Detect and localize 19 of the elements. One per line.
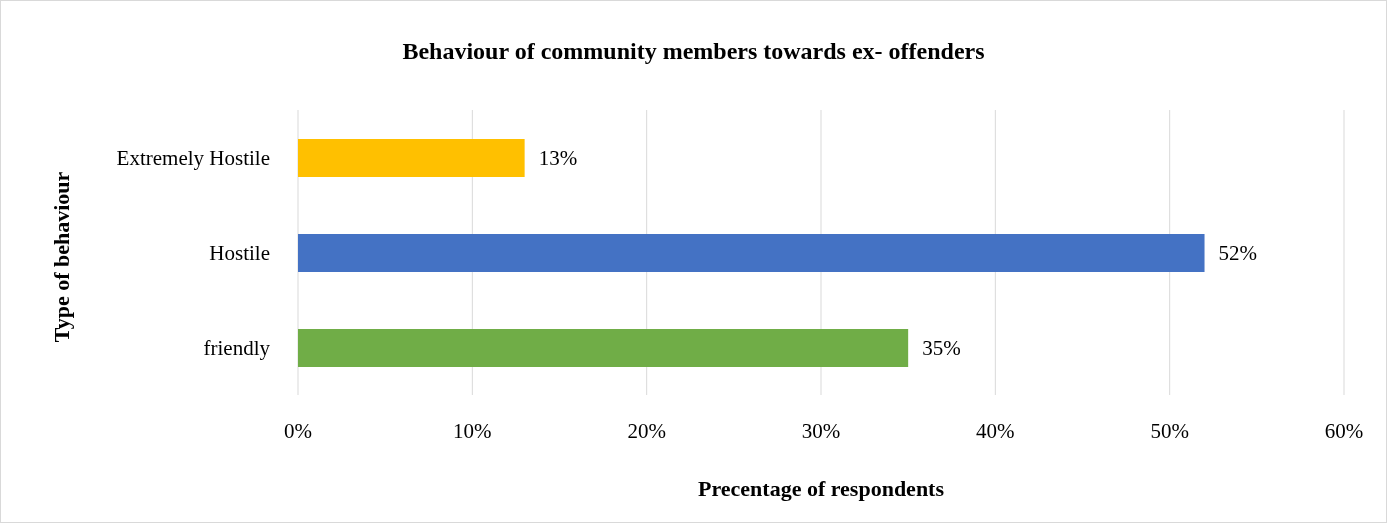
- y-tick-label: Hostile: [209, 240, 270, 265]
- x-tick-label: 40%: [976, 418, 1015, 443]
- x-tick-label: 10%: [453, 418, 492, 443]
- data-label: 35%: [922, 336, 961, 361]
- bar: [298, 139, 525, 177]
- x-tick-label: 60%: [1324, 418, 1364, 443]
- x-tick-label: 50%: [1150, 418, 1189, 443]
- bar: [298, 234, 1205, 272]
- x-tick-label: 0%: [284, 418, 312, 443]
- y-axis-title: Type of behaviour: [49, 171, 75, 343]
- x-tick-label: 30%: [801, 418, 841, 443]
- y-tick-label: Extremely Hostile: [116, 145, 270, 170]
- data-label: 13%: [538, 146, 578, 171]
- chart-title: Behaviour of community members towards ex- offenders: [401, 38, 986, 65]
- x-tick-label: 20%: [627, 418, 666, 443]
- y-tick-label: friendly: [203, 335, 271, 360]
- x-axis-title: Precentage of respondents: [696, 476, 945, 502]
- bar: [298, 329, 909, 367]
- data-label: 52%: [1218, 241, 1258, 266]
